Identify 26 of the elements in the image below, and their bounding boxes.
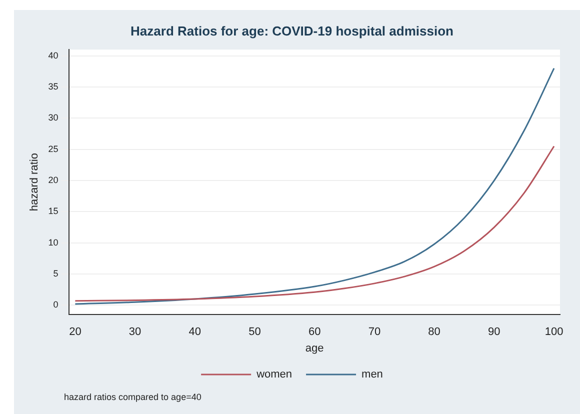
y-tick-label: 15 (48, 206, 58, 216)
x-tick-label: 40 (188, 326, 202, 338)
y-tick-label: 35 (48, 81, 58, 92)
y-tick-label: 30 (48, 112, 58, 123)
chart-title: Hazard Ratios for age: COVID-19 hospital admission (130, 23, 454, 38)
y-axis-title: hazard ratio (28, 153, 41, 212)
y-tick-label: 25 (48, 144, 58, 154)
x-tick-label: 70 (368, 326, 381, 338)
y-tick-label: 10 (48, 237, 58, 248)
x-tick-label: 60 (308, 326, 321, 338)
y-tick-label: 0 (53, 300, 58, 310)
line-series (74, 145, 555, 302)
line-series (74, 68, 555, 305)
y-tick-label: 40 (48, 50, 58, 60)
text: hazard ratios compared to age=40 (64, 392, 202, 402)
y-tick-label: 5 (53, 268, 58, 279)
x-tick-label: 30 (128, 326, 142, 338)
x-tick-label: 100 (544, 326, 564, 338)
x-tick-label: 50 (248, 326, 261, 338)
legend-label: women (256, 368, 292, 381)
x-axis-title: age (305, 342, 324, 354)
x-tick-label: 20 (69, 326, 82, 338)
x-tick-label: 90 (488, 326, 500, 338)
x-tick-label: 80 (428, 326, 440, 338)
y-tick-label: 20 (48, 175, 58, 186)
legend-label: men (362, 368, 383, 381)
